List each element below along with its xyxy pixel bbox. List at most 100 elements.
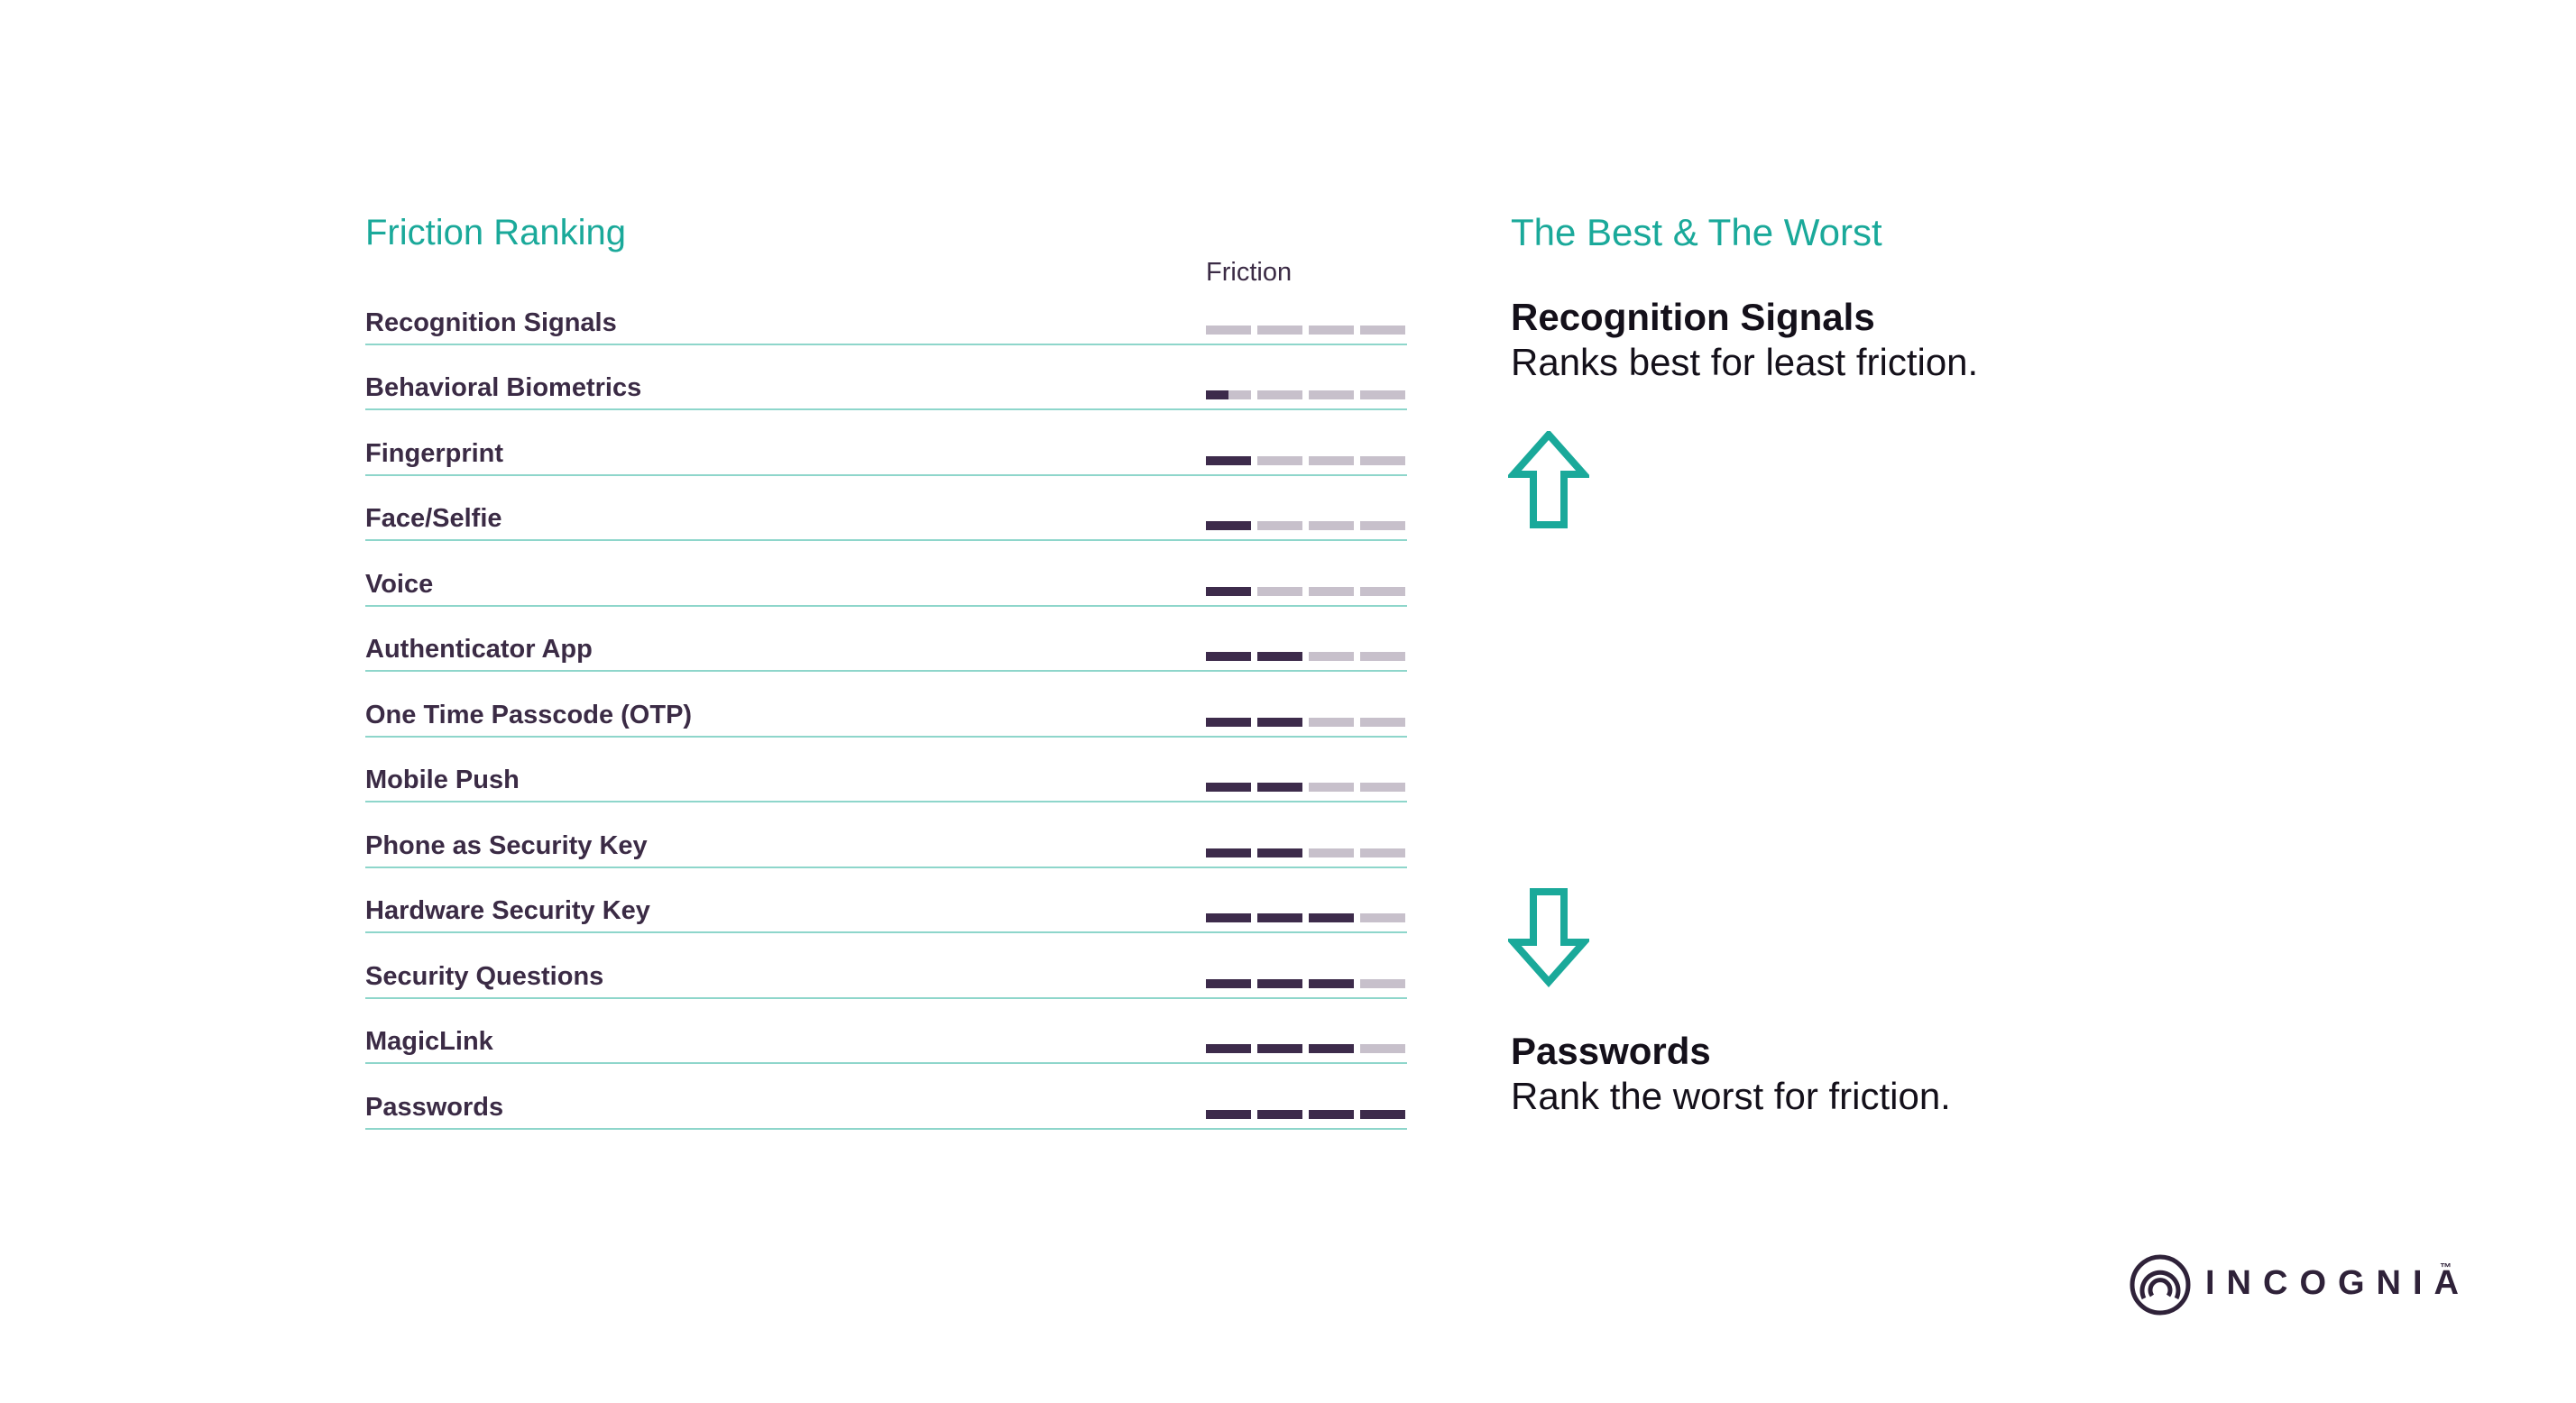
friction-segment-fill <box>1257 1044 1302 1053</box>
friction-segment <box>1309 783 1354 792</box>
friction-row-label: Passwords <box>365 1092 504 1122</box>
friction-segment <box>1206 783 1251 792</box>
friction-meter <box>1206 586 1406 596</box>
friction-row: One Time Passcode (OTP) <box>365 672 1407 738</box>
friction-row-label: Voice <box>365 569 434 599</box>
incognia-logo-icon <box>2130 1254 2191 1316</box>
friction-segment <box>1309 848 1354 857</box>
friction-segment <box>1360 455 1405 465</box>
friction-segment <box>1206 455 1251 465</box>
friction-segment <box>1309 913 1354 922</box>
friction-segment <box>1360 848 1405 857</box>
friction-segment <box>1206 325 1251 335</box>
friction-segment-fill <box>1206 1044 1251 1053</box>
friction-meter <box>1206 455 1406 465</box>
worst-method-description: Rank the worst for friction. <box>1511 1075 1951 1117</box>
friction-row: Recognition Signals <box>365 280 1407 345</box>
friction-segment <box>1309 652 1354 661</box>
friction-row: Hardware Security Key <box>365 868 1407 933</box>
friction-segment <box>1257 1044 1302 1053</box>
friction-segment <box>1360 652 1405 661</box>
friction-segment <box>1206 978 1251 988</box>
friction-row: Authenticator App <box>365 607 1407 672</box>
friction-segment <box>1257 848 1302 857</box>
friction-ranking-table: Recognition Signals Behavioral Biometrics… <box>365 280 1407 1130</box>
friction-segment <box>1360 717 1405 727</box>
friction-segment <box>1360 1109 1405 1119</box>
friction-row: Fingerprint <box>365 410 1407 476</box>
best-worst-title: The Best & The Worst <box>1511 211 1882 253</box>
friction-segment-fill <box>1257 848 1302 857</box>
friction-segment <box>1360 978 1405 988</box>
friction-row-label: MagicLink <box>365 1027 493 1056</box>
friction-segment <box>1206 586 1251 596</box>
friction-row-label: Fingerprint <box>365 438 504 468</box>
friction-segment-fill <box>1257 783 1302 792</box>
friction-segment-fill <box>1206 978 1251 988</box>
friction-meter <box>1206 717 1406 727</box>
friction-meter <box>1206 1044 1406 1053</box>
friction-segment <box>1309 390 1354 399</box>
friction-row-label: Face/Selfie <box>365 504 502 533</box>
friction-segment-fill <box>1206 913 1251 922</box>
friction-segment <box>1360 521 1405 530</box>
friction-row-label: Phone as Security Key <box>365 830 648 860</box>
friction-segment <box>1257 1109 1302 1119</box>
friction-segment-fill <box>1257 717 1302 727</box>
friction-segment <box>1309 521 1354 530</box>
friction-segment <box>1206 652 1251 661</box>
friction-segment <box>1257 455 1302 465</box>
friction-segment <box>1257 521 1302 530</box>
worst-method-name: Passwords <box>1511 1030 1711 1072</box>
friction-segment-fill <box>1309 913 1354 922</box>
friction-segment <box>1309 1109 1354 1119</box>
incognia-wordmark: INCOGNIA <box>2205 1264 2470 1302</box>
friction-segment <box>1257 717 1302 727</box>
friction-row-label: Mobile Push <box>365 766 520 794</box>
friction-meter <box>1206 325 1406 335</box>
friction-segment <box>1206 717 1251 727</box>
friction-segment <box>1360 586 1405 596</box>
friction-row-label: Security Questions <box>365 961 604 991</box>
arrow-down-icon <box>1508 888 1589 987</box>
friction-segment-fill <box>1309 1044 1354 1053</box>
friction-segment <box>1257 390 1302 399</box>
friction-row: Phone as Security Key <box>365 802 1407 868</box>
friction-meter <box>1206 913 1406 922</box>
friction-segment-fill <box>1206 652 1251 661</box>
friction-segment-fill <box>1257 913 1302 922</box>
friction-segment-fill <box>1309 978 1354 988</box>
friction-column-header: Friction <box>1206 258 1293 287</box>
friction-segment-fill <box>1257 978 1302 988</box>
friction-segment <box>1360 1044 1405 1053</box>
friction-segment-fill <box>1206 717 1251 727</box>
friction-segment <box>1206 1109 1251 1119</box>
friction-segment <box>1309 455 1354 465</box>
friction-row: Security Questions <box>365 933 1407 999</box>
friction-segment <box>1309 978 1354 988</box>
friction-segment <box>1206 1044 1251 1053</box>
friction-row: Face/Selfie <box>365 476 1407 541</box>
friction-segment-fill <box>1206 455 1251 465</box>
friction-segment <box>1206 521 1251 530</box>
friction-segment <box>1206 913 1251 922</box>
friction-segment <box>1257 978 1302 988</box>
best-method-description: Ranks best for least friction. <box>1511 341 1979 383</box>
friction-ranking-title: Friction Ranking <box>365 213 627 252</box>
friction-row: Mobile Push <box>365 738 1407 802</box>
friction-row: Behavioral Biometrics <box>365 345 1407 410</box>
friction-row: Passwords <box>365 1064 1407 1130</box>
friction-row-label: Recognition Signals <box>365 307 617 337</box>
friction-segment-fill <box>1257 1109 1302 1119</box>
friction-row-label: Authenticator App <box>365 635 593 664</box>
friction-segment <box>1309 586 1354 596</box>
friction-segment <box>1257 783 1302 792</box>
friction-meter <box>1206 521 1406 530</box>
friction-row: MagicLink <box>365 999 1407 1064</box>
friction-segment-fill <box>1206 783 1251 792</box>
incognia-logo: INCOGNIA ™ <box>2129 1253 2471 1316</box>
friction-meter <box>1206 1109 1406 1119</box>
friction-row: Voice <box>365 541 1407 607</box>
friction-segment <box>1206 390 1251 399</box>
friction-meter <box>1206 390 1406 399</box>
